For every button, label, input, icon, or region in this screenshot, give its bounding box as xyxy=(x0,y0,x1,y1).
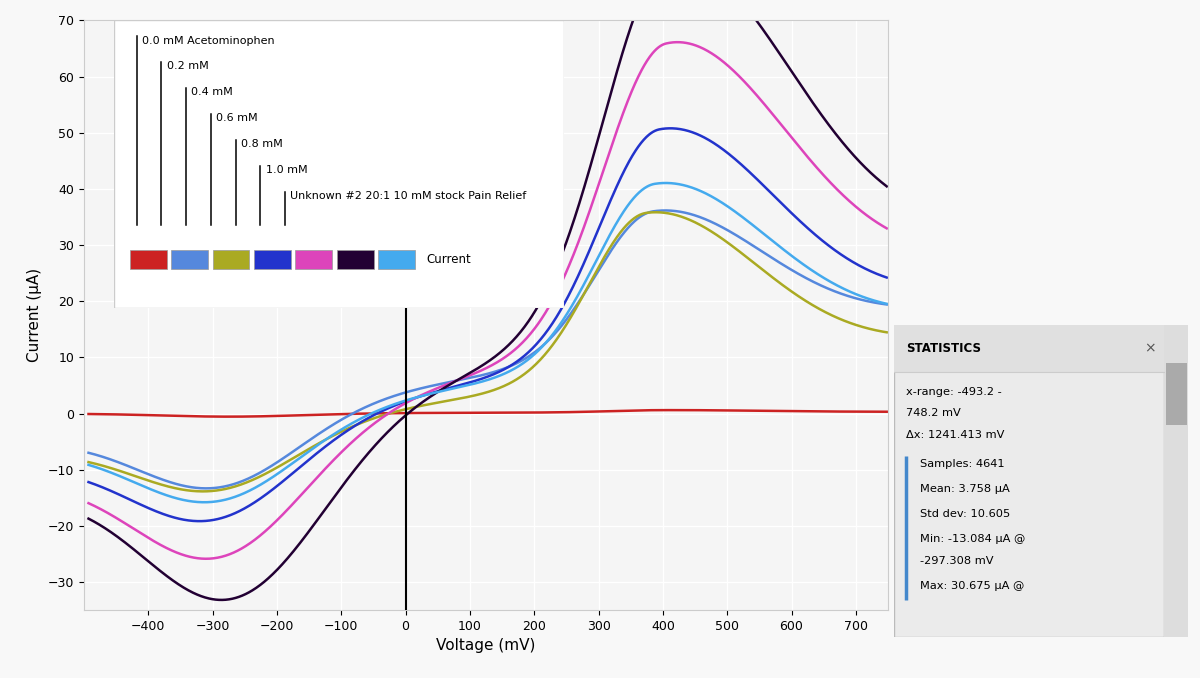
FancyBboxPatch shape xyxy=(894,325,1164,372)
FancyBboxPatch shape xyxy=(894,325,1164,637)
Y-axis label: Current (μA): Current (μA) xyxy=(28,268,42,362)
Text: Samples: 4641: Samples: 4641 xyxy=(920,459,1006,469)
Text: Std dev: 10.605: Std dev: 10.605 xyxy=(920,509,1010,519)
Text: STATISTICS: STATISTICS xyxy=(906,342,980,355)
FancyBboxPatch shape xyxy=(1164,325,1188,637)
FancyBboxPatch shape xyxy=(1166,363,1187,425)
Text: Min: -13.084 μA @: Min: -13.084 μA @ xyxy=(920,534,1026,544)
FancyBboxPatch shape xyxy=(172,250,208,269)
Text: 0.0 mM Acetominophen: 0.0 mM Acetominophen xyxy=(142,35,275,45)
Text: ×: × xyxy=(1144,342,1156,356)
FancyBboxPatch shape xyxy=(337,250,373,269)
FancyBboxPatch shape xyxy=(114,20,564,308)
FancyBboxPatch shape xyxy=(130,250,167,269)
Text: Unknown #2 20:1 10 mM stock Pain Relief: Unknown #2 20:1 10 mM stock Pain Relief xyxy=(290,191,527,201)
Text: -297.308 mV: -297.308 mV xyxy=(920,556,994,566)
Text: Max: 30.675 μA @: Max: 30.675 μA @ xyxy=(920,581,1025,591)
Text: x-range: -493.2 -: x-range: -493.2 - xyxy=(906,388,1002,397)
Text: 0.8 mM: 0.8 mM xyxy=(241,139,283,149)
Text: Δx: 1241.413 mV: Δx: 1241.413 mV xyxy=(906,430,1004,439)
X-axis label: Voltage (mV): Voltage (mV) xyxy=(437,639,535,654)
FancyBboxPatch shape xyxy=(295,250,332,269)
Text: 0.6 mM: 0.6 mM xyxy=(216,113,258,123)
Text: 1.0 mM: 1.0 mM xyxy=(265,165,307,175)
Text: Current: Current xyxy=(426,253,472,266)
FancyBboxPatch shape xyxy=(254,250,290,269)
Text: 0.2 mM: 0.2 mM xyxy=(167,62,209,71)
Text: 0.4 mM: 0.4 mM xyxy=(192,87,233,98)
FancyBboxPatch shape xyxy=(378,250,415,269)
Text: Mean: 3.758 μA: Mean: 3.758 μA xyxy=(920,484,1010,494)
Text: 748.2 mV: 748.2 mV xyxy=(906,407,960,418)
FancyBboxPatch shape xyxy=(212,250,250,269)
